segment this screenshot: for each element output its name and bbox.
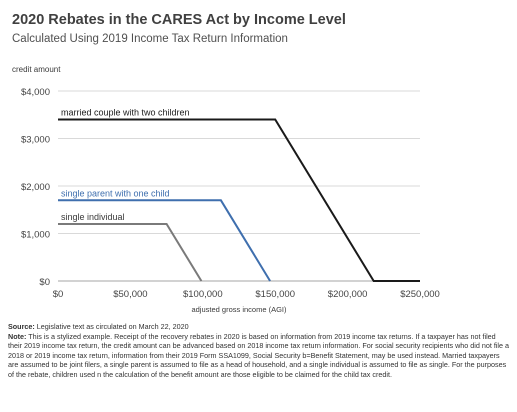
y-tick-label: $0 — [39, 277, 50, 288]
source-text: Legislative text as circulated on March … — [34, 322, 189, 331]
chart-title: 2020 Rebates in the CARES Act by Income … — [12, 12, 346, 28]
chart-subtitle: Calculated Using 2019 Income Tax Return … — [12, 33, 288, 45]
x-tick-label: $100,000 — [183, 289, 223, 300]
note-paragraph: Note: This is a stylized example. Receip… — [8, 332, 511, 380]
y-axis-label: credit amount — [12, 65, 61, 74]
x-tick-label: $150,000 — [255, 289, 295, 300]
notes-block: Source: Legislative text as circulated o… — [8, 322, 511, 380]
x-tick-label: $250,000 — [400, 289, 440, 300]
x-axis-label: adjusted gross income (AGI) — [191, 305, 287, 314]
series-line-1 — [58, 199, 271, 282]
series-label-1: single parent with one child — [61, 188, 170, 198]
source-label: Source: — [8, 322, 35, 331]
note-label: Note: — [8, 331, 27, 341]
x-tick-label: $200,000 — [328, 289, 368, 300]
line-chart: credit amount $0 $1,000 $2,000 $3,000 $4,000 $… — [12, 65, 440, 314]
y-tick-label: $1,000 — [21, 230, 50, 241]
y-tick-label: $2,000 — [21, 182, 50, 193]
note-text: This is a stylized example. Receipt of t… — [8, 331, 510, 379]
series-line-2 — [58, 223, 203, 282]
y-tick-label: $3,000 — [21, 135, 50, 146]
source-note: Source: Legislative text as circulated o… — [8, 322, 511, 332]
series-label-2: single individual — [61, 212, 125, 222]
x-tick-label: $50,000 — [113, 289, 147, 300]
y-tick-label: $4,000 — [21, 87, 50, 98]
series-label-0: married couple with two children — [61, 108, 190, 118]
x-tick-label: $0 — [53, 289, 64, 300]
series-line-0 — [58, 118, 420, 282]
